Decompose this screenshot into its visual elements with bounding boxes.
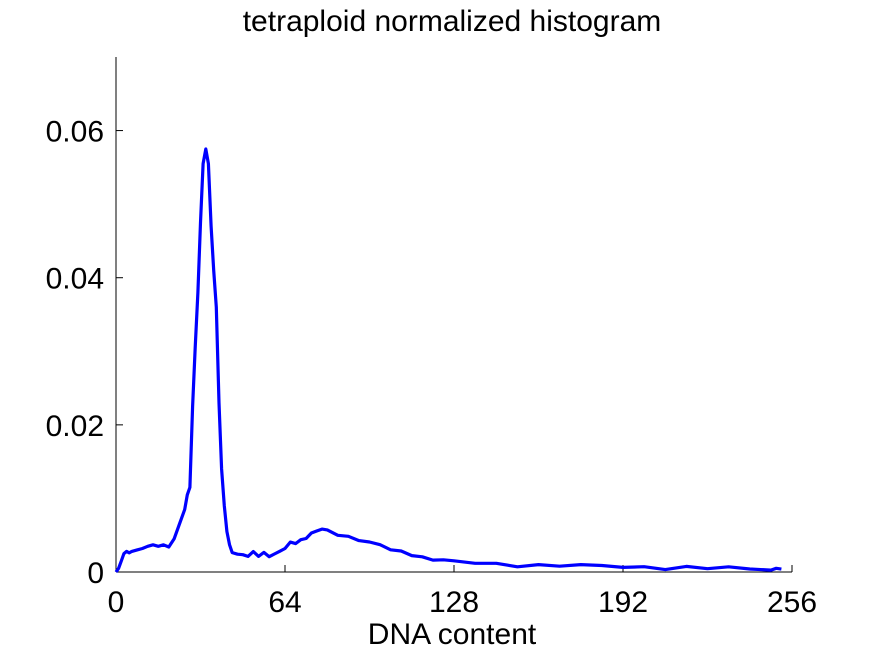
series-group xyxy=(114,147,782,573)
x-tick-label: 256 xyxy=(767,586,817,619)
y-tick-label: 0 xyxy=(87,557,104,590)
chart-title: tetraploid normalized histogram xyxy=(243,5,662,38)
y-tick-label: 0.02 xyxy=(46,410,104,443)
x-tick-label: 64 xyxy=(268,586,301,619)
series-line-0 xyxy=(114,147,782,573)
y-axis-ticks: 0 0.02 0.04 0.06 xyxy=(46,116,123,590)
x-tick-label: 192 xyxy=(598,586,648,619)
x-tick-label: 128 xyxy=(429,586,479,619)
x-axis-ticks: 0 64 128 192 256 xyxy=(108,565,817,619)
x-axis-label: DNA content xyxy=(368,618,537,651)
y-tick-label: 0.04 xyxy=(46,263,104,296)
x-tick-label: 0 xyxy=(108,586,125,619)
y-tick-label: 0.06 xyxy=(46,116,104,149)
